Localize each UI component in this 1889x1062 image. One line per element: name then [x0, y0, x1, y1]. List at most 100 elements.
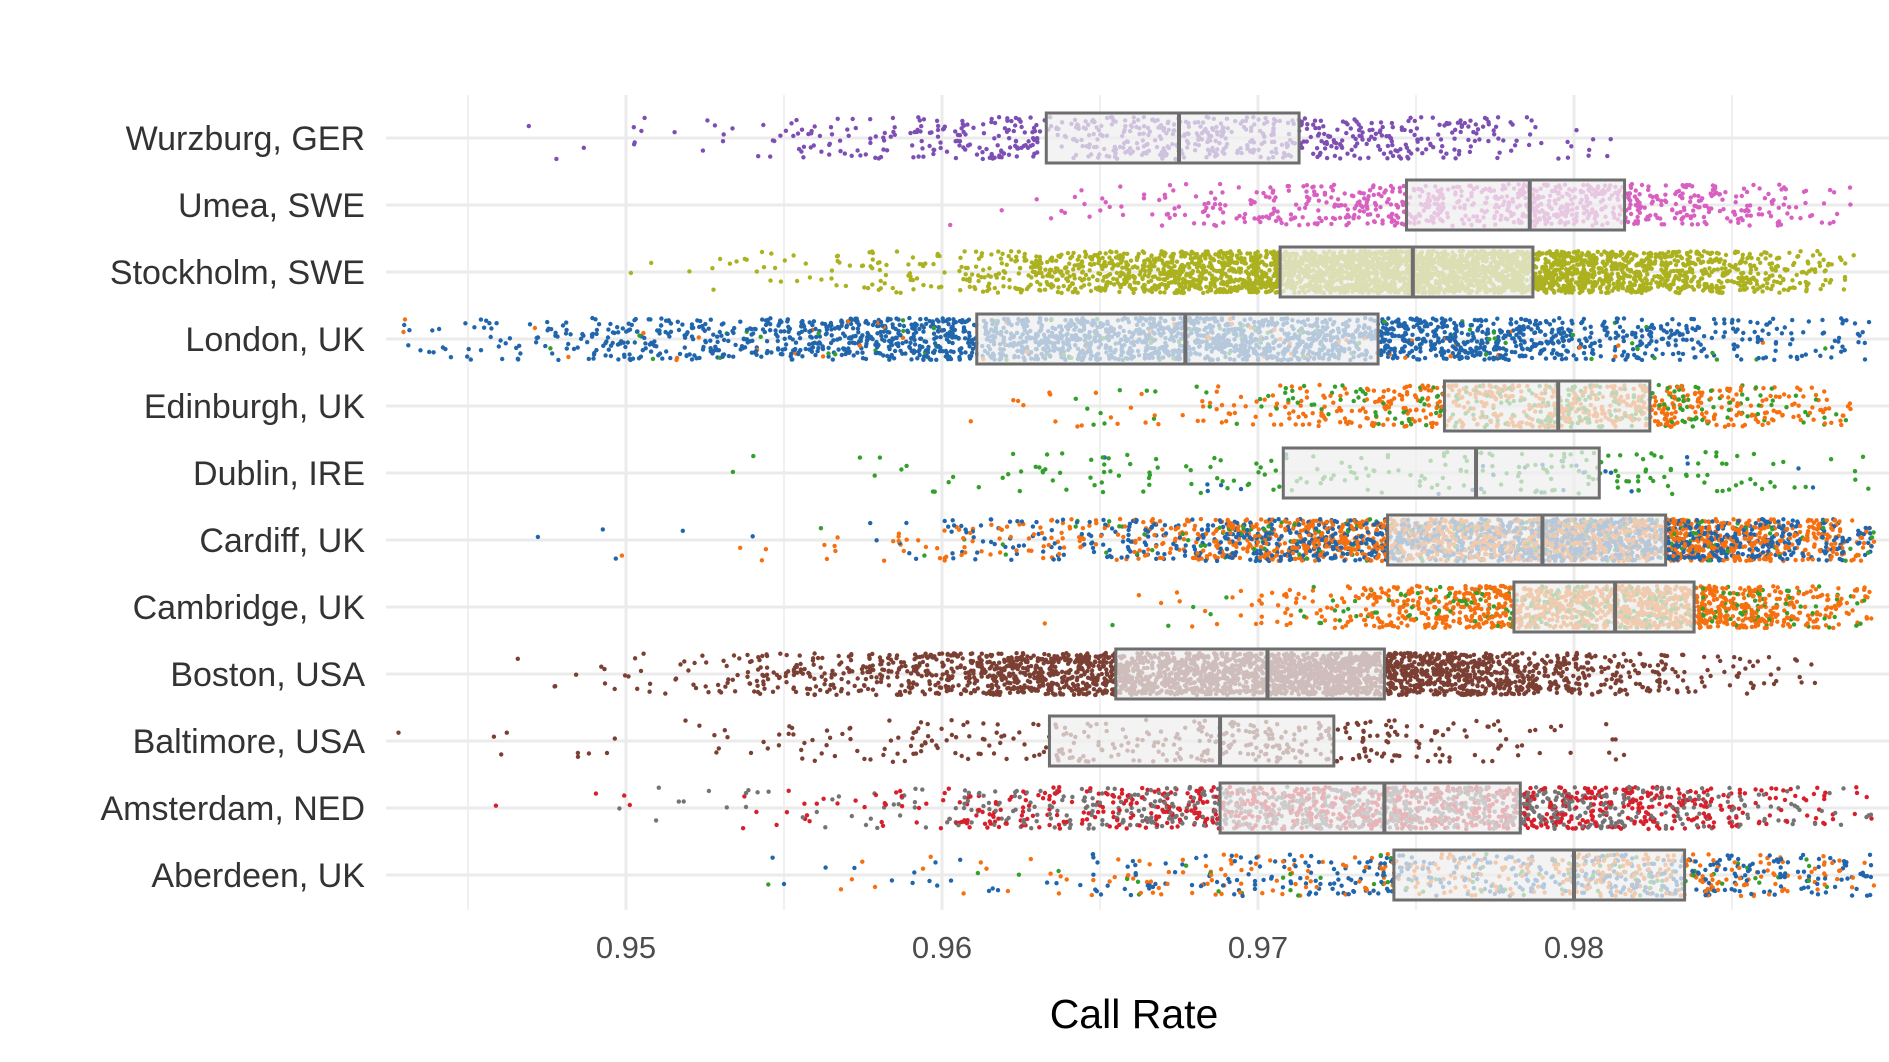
data-point	[1006, 136, 1012, 141]
data-point	[761, 265, 767, 270]
data-point	[884, 148, 890, 153]
data-point	[1715, 287, 1720, 292]
data-point	[1061, 283, 1066, 289]
data-point	[1754, 282, 1760, 287]
data-point	[1135, 254, 1141, 260]
data-point	[700, 148, 706, 153]
data-point	[962, 249, 967, 254]
data-point	[1045, 259, 1050, 265]
data-point	[1024, 286, 1030, 292]
data-point	[1156, 257, 1161, 262]
data-point	[1195, 285, 1200, 290]
data-point	[1118, 253, 1123, 258]
data-point	[1117, 289, 1122, 295]
data-point	[1018, 290, 1024, 295]
data-point	[1108, 280, 1113, 286]
data-point	[1308, 134, 1314, 140]
data-point	[846, 133, 851, 138]
data-point	[1394, 213, 1399, 218]
data-point	[1548, 273, 1554, 278]
data-point	[1744, 189, 1750, 195]
data-point	[1491, 128, 1496, 133]
data-point	[1529, 118, 1534, 123]
data-point	[1348, 126, 1354, 131]
data-point	[1444, 151, 1449, 156]
data-point	[1225, 283, 1230, 288]
data-point	[1007, 285, 1012, 290]
data-point	[1803, 200, 1808, 206]
data-point	[862, 285, 867, 290]
data-point	[1379, 133, 1385, 138]
data-point	[1254, 190, 1259, 195]
data-point	[957, 143, 962, 148]
data-point	[1098, 208, 1103, 213]
data-point	[1768, 253, 1773, 258]
data-point	[1817, 263, 1823, 269]
data-point	[1468, 144, 1474, 149]
data-point	[1545, 259, 1551, 265]
data-point	[1591, 269, 1597, 274]
data-point	[1582, 285, 1587, 290]
data-point	[1624, 254, 1629, 260]
data-point	[1022, 130, 1027, 135]
data-point	[1674, 211, 1680, 216]
data-point	[1162, 192, 1168, 197]
data-point	[1235, 288, 1240, 293]
data-point	[1043, 267, 1048, 272]
data-point	[1376, 143, 1381, 149]
data-point	[1808, 214, 1813, 219]
data-point	[1345, 151, 1350, 156]
data-point	[834, 254, 840, 259]
data-point	[1360, 204, 1365, 210]
data-point	[705, 118, 710, 123]
data-point	[1002, 126, 1008, 131]
data-point	[870, 257, 875, 262]
data-point	[1742, 208, 1748, 214]
data-point	[1663, 183, 1669, 188]
data-point	[1032, 151, 1037, 156]
data-point	[1237, 213, 1242, 219]
data-point	[911, 287, 916, 292]
data-point	[992, 136, 997, 141]
data-point	[1329, 195, 1334, 200]
data-point	[1542, 279, 1548, 285]
data-point	[1358, 125, 1364, 130]
data-point	[1332, 204, 1337, 209]
data-point	[1360, 137, 1365, 142]
data-point	[1785, 211, 1790, 216]
data-point	[1628, 198, 1633, 203]
data-point	[1103, 200, 1108, 205]
data-point	[1406, 118, 1411, 124]
data-point	[1695, 283, 1701, 289]
data-point	[1038, 288, 1043, 293]
data-point	[827, 142, 832, 148]
data-point	[999, 208, 1004, 213]
data-point	[1264, 255, 1269, 260]
data-point	[1774, 256, 1780, 261]
data-point	[1092, 252, 1097, 258]
data-point	[1334, 145, 1339, 150]
data-point	[892, 125, 897, 130]
data-point	[1452, 147, 1457, 152]
data-point	[1562, 288, 1568, 293]
data-point	[1535, 280, 1540, 285]
data-point	[1022, 251, 1027, 257]
data-point	[977, 145, 982, 150]
data-point	[1221, 220, 1226, 225]
data-point	[1037, 129, 1043, 134]
data-point	[1210, 276, 1215, 282]
data-point	[1590, 137, 1596, 142]
data-point	[873, 134, 878, 139]
data-point	[1803, 188, 1809, 193]
data-point	[1035, 140, 1040, 145]
data-point	[894, 290, 899, 295]
data-point	[1179, 270, 1185, 275]
data-point	[1743, 260, 1748, 265]
data-point	[1701, 249, 1707, 254]
data-point	[1731, 209, 1736, 215]
data-point	[1107, 272, 1113, 277]
data-point	[1672, 258, 1677, 263]
data-point	[1214, 277, 1220, 282]
data-point	[1234, 253, 1240, 258]
